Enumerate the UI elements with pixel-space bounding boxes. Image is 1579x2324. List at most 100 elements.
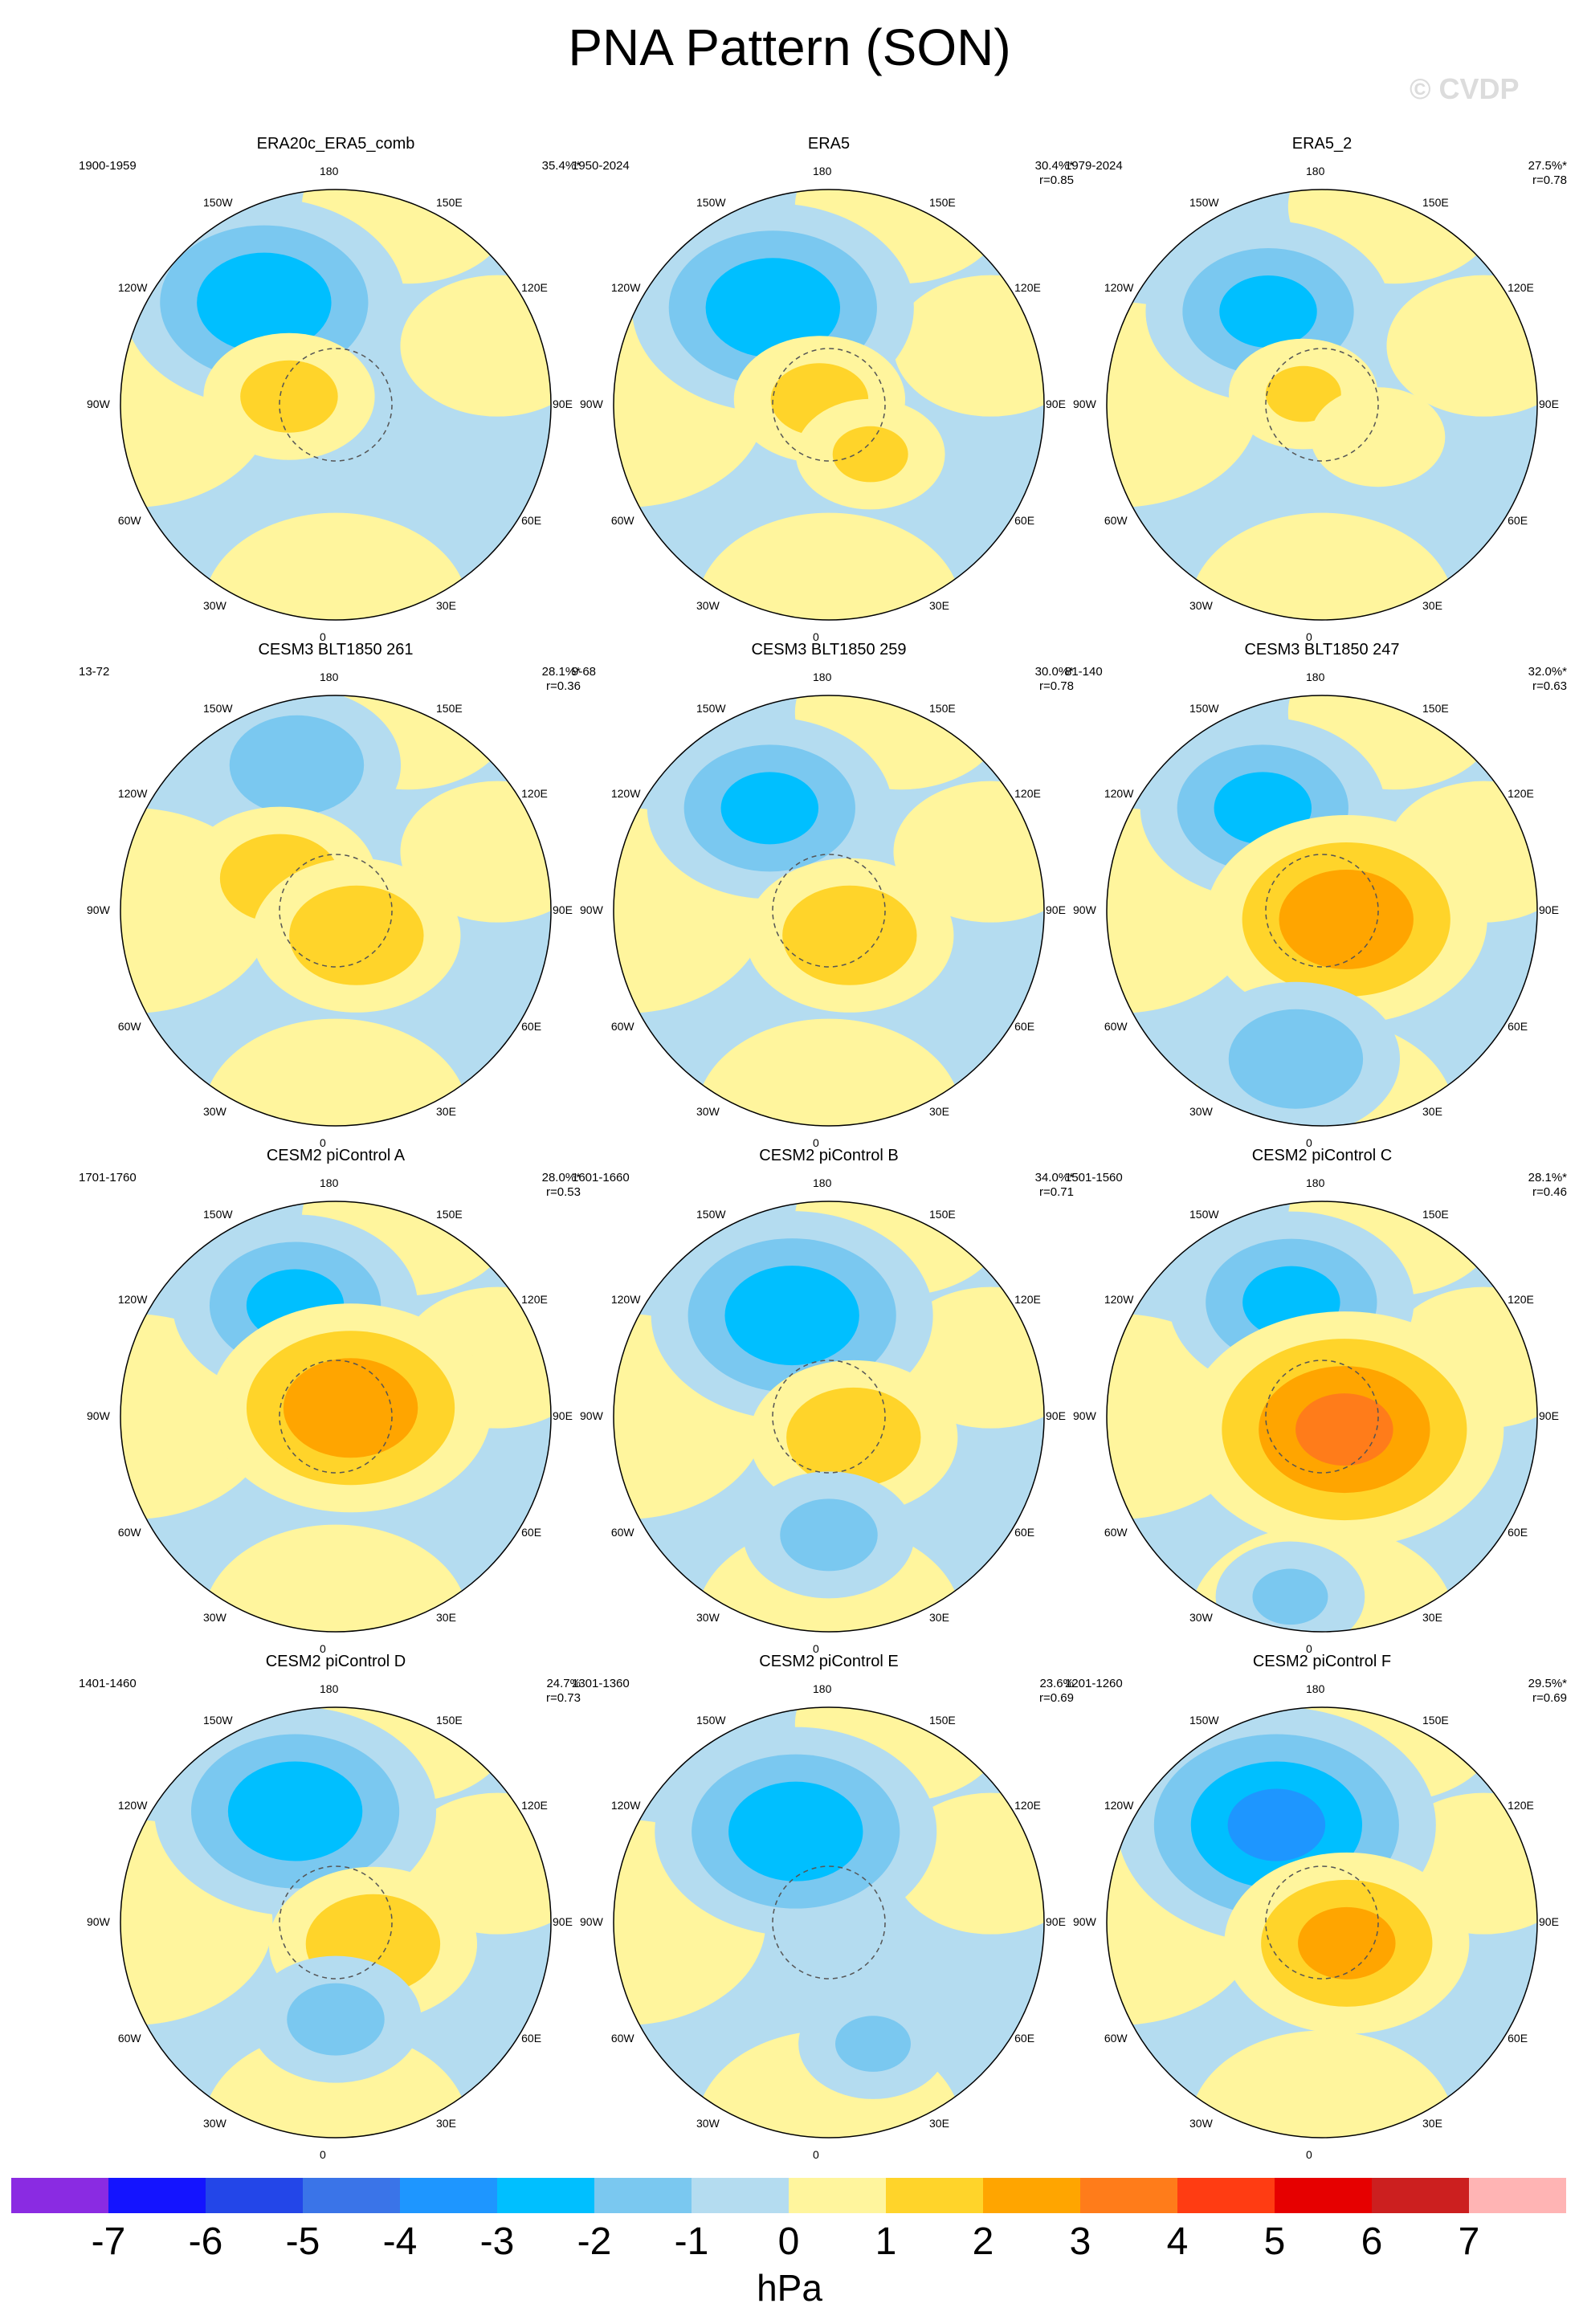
longitude-label: 0 xyxy=(1306,2148,1312,2161)
panel-title: ERA20c_ERA5_comb xyxy=(256,135,415,153)
longitude-label: 120W xyxy=(1104,1799,1134,1812)
colorbar-bin xyxy=(1372,2178,1470,2213)
weak-positive-zone xyxy=(203,1524,468,1632)
colorbar-bin xyxy=(594,2178,692,2213)
colorbar-tick-label: -7 xyxy=(91,2220,126,2263)
panel-title: CESM2 piControl B xyxy=(759,1147,899,1164)
panel-title: CESM3 BLT1850 247 xyxy=(1244,641,1400,658)
longitude-label: 90E xyxy=(553,903,573,916)
longitude-label: 30E xyxy=(436,2117,456,2130)
panel-stats: 35.4%* xyxy=(508,159,581,173)
longitude-label: 30E xyxy=(1422,1105,1442,1119)
longitude-label: 0 xyxy=(813,1136,819,1149)
longitude-label: 90E xyxy=(553,1915,573,1928)
longitude-label: 120W xyxy=(610,787,641,800)
longitude-label: 60E xyxy=(1508,514,1528,527)
longitude-label: 120E xyxy=(521,1293,548,1306)
weak-positive-zone xyxy=(1189,512,1455,620)
panel-stats: 30.4%* r=0.85 xyxy=(1002,159,1074,188)
longitude-label: 30W xyxy=(696,1105,720,1119)
map-boundary xyxy=(1106,189,1538,621)
longitude-label: 30E xyxy=(929,1105,949,1119)
longitude-label: 60E xyxy=(521,1526,542,1539)
longitude-label: 90W xyxy=(87,903,110,916)
longitude-label: 150W xyxy=(203,195,233,209)
map-boundary xyxy=(1106,695,1538,1127)
panel-years: 1601-1660 xyxy=(572,1171,630,1184)
polar-map xyxy=(120,1706,552,2138)
colorbar-bin xyxy=(11,2178,109,2213)
panel-title: CESM2 piControl A xyxy=(266,1147,406,1164)
positive-anomaly-contour xyxy=(283,1358,418,1458)
positive-anomaly-contour xyxy=(782,885,917,985)
longitude-label: 30W xyxy=(203,1105,226,1119)
panel-stats: 24.7% r=0.73 xyxy=(508,1677,581,1706)
longitude-label: 60E xyxy=(1508,2032,1528,2045)
panel-years: 1501-1560 xyxy=(1065,1171,1123,1184)
negative-anomaly-contour xyxy=(728,1781,863,1882)
polar-map xyxy=(120,189,552,621)
longitude-label: 0 xyxy=(320,630,326,643)
positive-anomaly-contour xyxy=(832,426,908,483)
positive-anomaly-contour xyxy=(1279,869,1414,969)
negative-anomaly-contour xyxy=(1227,1788,1326,1861)
negative-anomaly-contour xyxy=(1219,275,1317,348)
panel-years: 1900-1959 xyxy=(79,159,137,173)
weak-positive-zone xyxy=(1386,275,1537,417)
negative-anomaly-contour xyxy=(1228,1009,1364,1109)
coastline-arctic xyxy=(279,854,393,968)
map-panel: CESM2 piControl B 1601-1660 34.0%* r=0.71 18… xyxy=(572,1147,1078,1666)
longitude-label: 30W xyxy=(696,599,720,613)
longitude-label: 120E xyxy=(1508,1293,1534,1306)
colorbar-tick-label: -3 xyxy=(479,2220,515,2263)
longitude-label: 30W xyxy=(696,2117,720,2130)
map-boundary xyxy=(120,1201,552,1633)
panel-variance: 28.1%* xyxy=(541,665,581,679)
map-boundary xyxy=(613,1201,1045,1633)
weak-positive-zone xyxy=(203,2030,468,2138)
map-boundary xyxy=(1106,1201,1538,1633)
longitude-label: 150W xyxy=(203,1713,233,1727)
longitude-label: 150E xyxy=(1422,1207,1449,1221)
longitude-label: 180 xyxy=(320,165,339,177)
map-boundary xyxy=(120,695,552,1127)
negative-anomaly-contour xyxy=(229,715,365,815)
polar-map xyxy=(613,695,1045,1127)
longitude-label: 180 xyxy=(813,165,832,177)
colorbar-unit-label: hPa xyxy=(757,2267,822,2309)
longitude-label: 90W xyxy=(580,1915,603,1928)
longitude-label: 30W xyxy=(696,1611,720,1625)
longitude-label: 0 xyxy=(813,1642,819,1655)
longitude-label: 0 xyxy=(320,1136,326,1149)
panel-stats: 30.0%* r=0.78 xyxy=(1002,665,1074,694)
longitude-label: 150W xyxy=(696,195,726,209)
panel-title: ERA5_2 xyxy=(1291,135,1353,153)
longitude-label: 150W xyxy=(1189,195,1219,209)
panel-variance: 30.0%* xyxy=(1034,665,1074,679)
map-panel: CESM2 piControl A 1701-1760 28.0%* r=0.53 18… xyxy=(79,1147,585,1666)
coastline-arctic xyxy=(1265,1360,1379,1474)
polar-map xyxy=(120,695,552,1127)
map-boundary xyxy=(613,1706,1045,2138)
longitude-label: 150W xyxy=(696,1207,726,1221)
positive-anomaly-contour xyxy=(1265,365,1341,422)
colorbar-svg xyxy=(11,2178,1566,2213)
coastline-arctic xyxy=(1265,1865,1379,1979)
longitude-label: 150E xyxy=(436,1207,463,1221)
panel-correlation: r=0.53 xyxy=(546,1185,581,1199)
longitude-label: 30E xyxy=(1422,1611,1442,1625)
polar-map xyxy=(613,189,1045,621)
longitude-label: 60W xyxy=(117,2032,141,2045)
map-boundary xyxy=(120,189,552,621)
panel-title: CESM3 BLT1850 261 xyxy=(258,641,414,658)
negative-anomaly-contour xyxy=(705,258,841,358)
colorbar-bin xyxy=(108,2178,206,2213)
panel-correlation: r=0.63 xyxy=(1532,679,1567,693)
longitude-label: 150W xyxy=(1189,701,1219,715)
map-boundary xyxy=(120,1706,552,2138)
longitude-label: 90E xyxy=(1539,903,1559,916)
panel-stats: 27.5%* r=0.78 xyxy=(1495,159,1567,188)
longitude-label: 90E xyxy=(1046,1915,1066,1928)
negative-anomaly-contour xyxy=(227,1761,363,1861)
longitude-label: 30E xyxy=(436,1611,456,1625)
